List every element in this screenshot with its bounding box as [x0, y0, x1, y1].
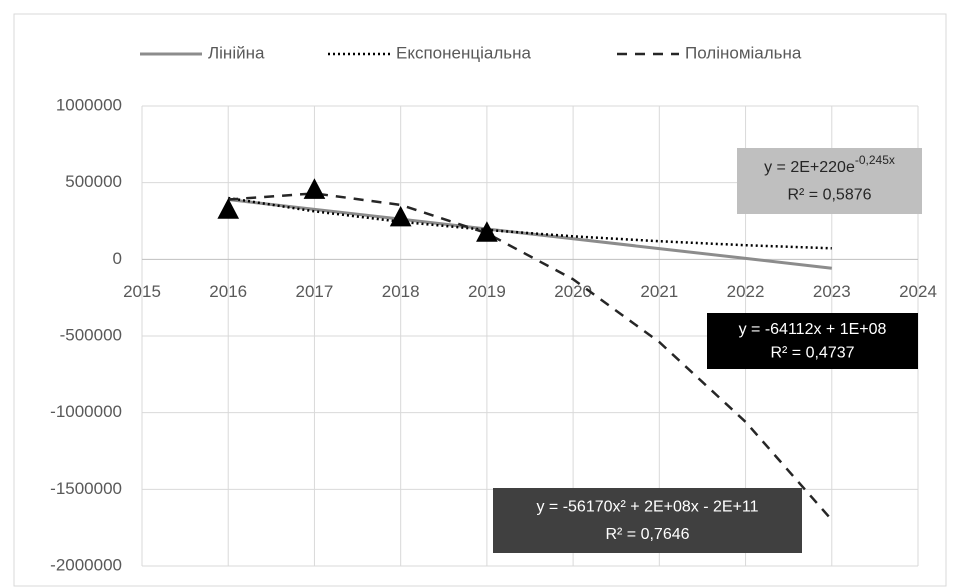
- data-marker: [217, 198, 240, 219]
- r-squared: R² = 0,7646: [605, 526, 689, 543]
- equation: y = 2E+220e-0,245x: [764, 153, 895, 176]
- y-tick-label: -1500000: [50, 479, 122, 498]
- legend-label: Поліноміальна: [685, 43, 802, 62]
- y-tick-label: 500000: [65, 172, 122, 191]
- r-squared: R² = 0,5876: [787, 187, 871, 204]
- y-tick-label: -2000000: [50, 555, 122, 574]
- trendline: [228, 198, 832, 270]
- equation-box: [493, 488, 802, 553]
- y-tick-label: -1000000: [50, 402, 122, 421]
- x-tick-label: 2020: [554, 282, 592, 301]
- trendline: [228, 196, 832, 250]
- y-tick-label: 1000000: [56, 95, 122, 114]
- trendline: [228, 192, 833, 521]
- equation-text: y = 2E+220e: [764, 159, 855, 176]
- r-squared: R² = 0,4737: [770, 345, 854, 362]
- x-tick-label: 2015: [123, 282, 161, 301]
- y-tick-label: 0: [113, 249, 122, 268]
- x-tick-label: 2019: [468, 282, 506, 301]
- equation-box: [737, 148, 922, 214]
- equation-box: [707, 313, 918, 369]
- x-tick-label: 2023: [813, 282, 851, 301]
- equation: y = -64112x + 1E+08: [739, 321, 887, 338]
- x-tick-label: 2018: [382, 282, 420, 301]
- x-tick-label: 2016: [209, 282, 247, 301]
- equation-text: y = -56170x² + 2E+08x - 2E+11: [536, 499, 758, 516]
- legend-label: Лінійна: [208, 43, 265, 62]
- y-tick-label: -500000: [60, 325, 122, 344]
- x-tick-label: 2024: [899, 282, 937, 301]
- x-tick-label: 2017: [296, 282, 334, 301]
- data-marker: [476, 221, 498, 242]
- data-marker: [389, 205, 412, 227]
- equation: y = -56170x² + 2E+08x - 2E+11: [536, 499, 758, 516]
- x-tick-label: 2022: [727, 282, 765, 301]
- equation-exponent: -0,245x: [855, 153, 895, 167]
- data-marker: [303, 178, 326, 199]
- legend-label: Експоненціальна: [396, 43, 531, 62]
- x-tick-label: 2021: [640, 282, 678, 301]
- equation-text: y = -64112x + 1E+08: [739, 321, 887, 338]
